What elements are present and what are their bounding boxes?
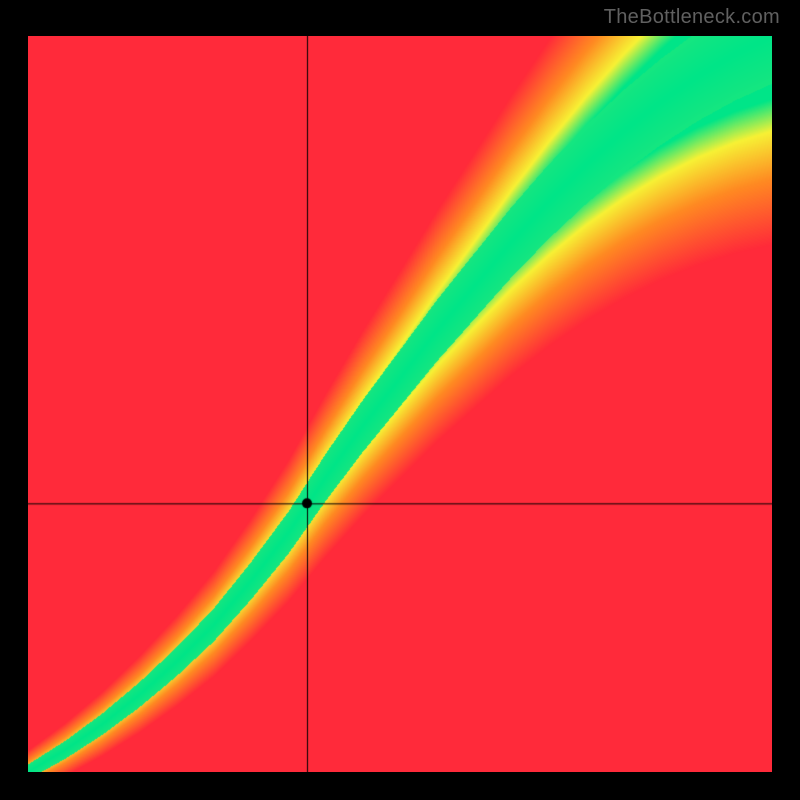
heatmap-plot <box>28 36 772 772</box>
chart-container: TheBottleneck.com <box>0 0 800 800</box>
watermark-text: TheBottleneck.com <box>604 6 780 29</box>
heatmap-canvas <box>28 36 772 772</box>
